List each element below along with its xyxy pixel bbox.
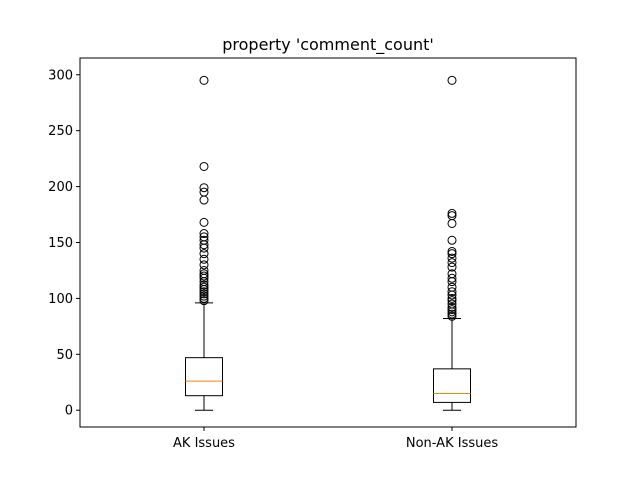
outlier-point	[447, 287, 457, 297]
outlier-point	[447, 309, 457, 319]
outlier-point	[447, 211, 457, 221]
outlier-point	[199, 183, 209, 193]
y-tick-label: 0	[65, 404, 73, 419]
outlier-point	[199, 293, 209, 303]
x-tick-label: AK Issues	[173, 436, 235, 451]
outlier-point	[199, 260, 209, 270]
outlier-point	[447, 293, 457, 303]
outlier-point	[447, 311, 457, 321]
outlier-point	[199, 271, 209, 281]
outlier-point	[199, 282, 209, 292]
outlier-point	[447, 246, 457, 256]
outlier-point	[447, 282, 457, 292]
outlier-point	[199, 296, 209, 306]
outlier-point	[447, 296, 457, 306]
outlier-point	[447, 75, 457, 85]
outlier-point	[447, 305, 457, 315]
outlier-point	[447, 253, 457, 263]
outlier-point	[199, 265, 209, 275]
outlier-point	[447, 302, 457, 312]
outlier-point	[447, 249, 457, 259]
y-axis: 0 50 100 150 200 250 300	[48, 68, 80, 419]
outlier-point	[447, 273, 457, 283]
iqr-box	[185, 357, 223, 397]
y-tick-label: 250	[48, 124, 73, 139]
outlier-point	[199, 289, 209, 299]
y-tick-label: 300	[48, 68, 73, 83]
outlier-point	[199, 249, 209, 259]
outlier-point	[199, 75, 209, 85]
outlier-point	[447, 218, 457, 228]
x-tick-label: Non-AK Issues	[406, 436, 498, 451]
y-tick-label: 150	[48, 236, 73, 251]
outlier-point	[199, 232, 209, 242]
box-series	[433, 75, 471, 411]
outlier-point	[447, 269, 457, 279]
chart-title: property 'comment_count'	[222, 35, 434, 55]
outlier-point	[447, 258, 457, 268]
outlier-point	[199, 195, 209, 205]
outlier-point	[199, 280, 209, 290]
y-tick-label: 200	[48, 180, 73, 195]
outlier-point	[199, 187, 209, 197]
y-tick-label: 100	[48, 292, 73, 307]
outlier-point	[447, 208, 457, 218]
outlier-point	[199, 161, 209, 171]
box-series	[185, 75, 223, 411]
outlier-point	[199, 217, 209, 227]
outlier-point	[447, 262, 457, 272]
outlier-point	[199, 291, 209, 301]
plot-area-frame	[79, 57, 577, 428]
y-tick-label: 50	[56, 348, 73, 363]
outlier-point	[199, 235, 209, 245]
outlier-point	[199, 229, 209, 239]
outlier-point	[447, 299, 457, 309]
outlier-point	[199, 269, 209, 279]
iqr-box	[433, 368, 471, 403]
outlier-point	[199, 287, 209, 297]
outlier-point	[447, 235, 457, 245]
outlier-point	[199, 254, 209, 264]
x-axis: AK Issues Non-AK Issues	[173, 427, 498, 451]
boxes-group	[185, 75, 471, 411]
